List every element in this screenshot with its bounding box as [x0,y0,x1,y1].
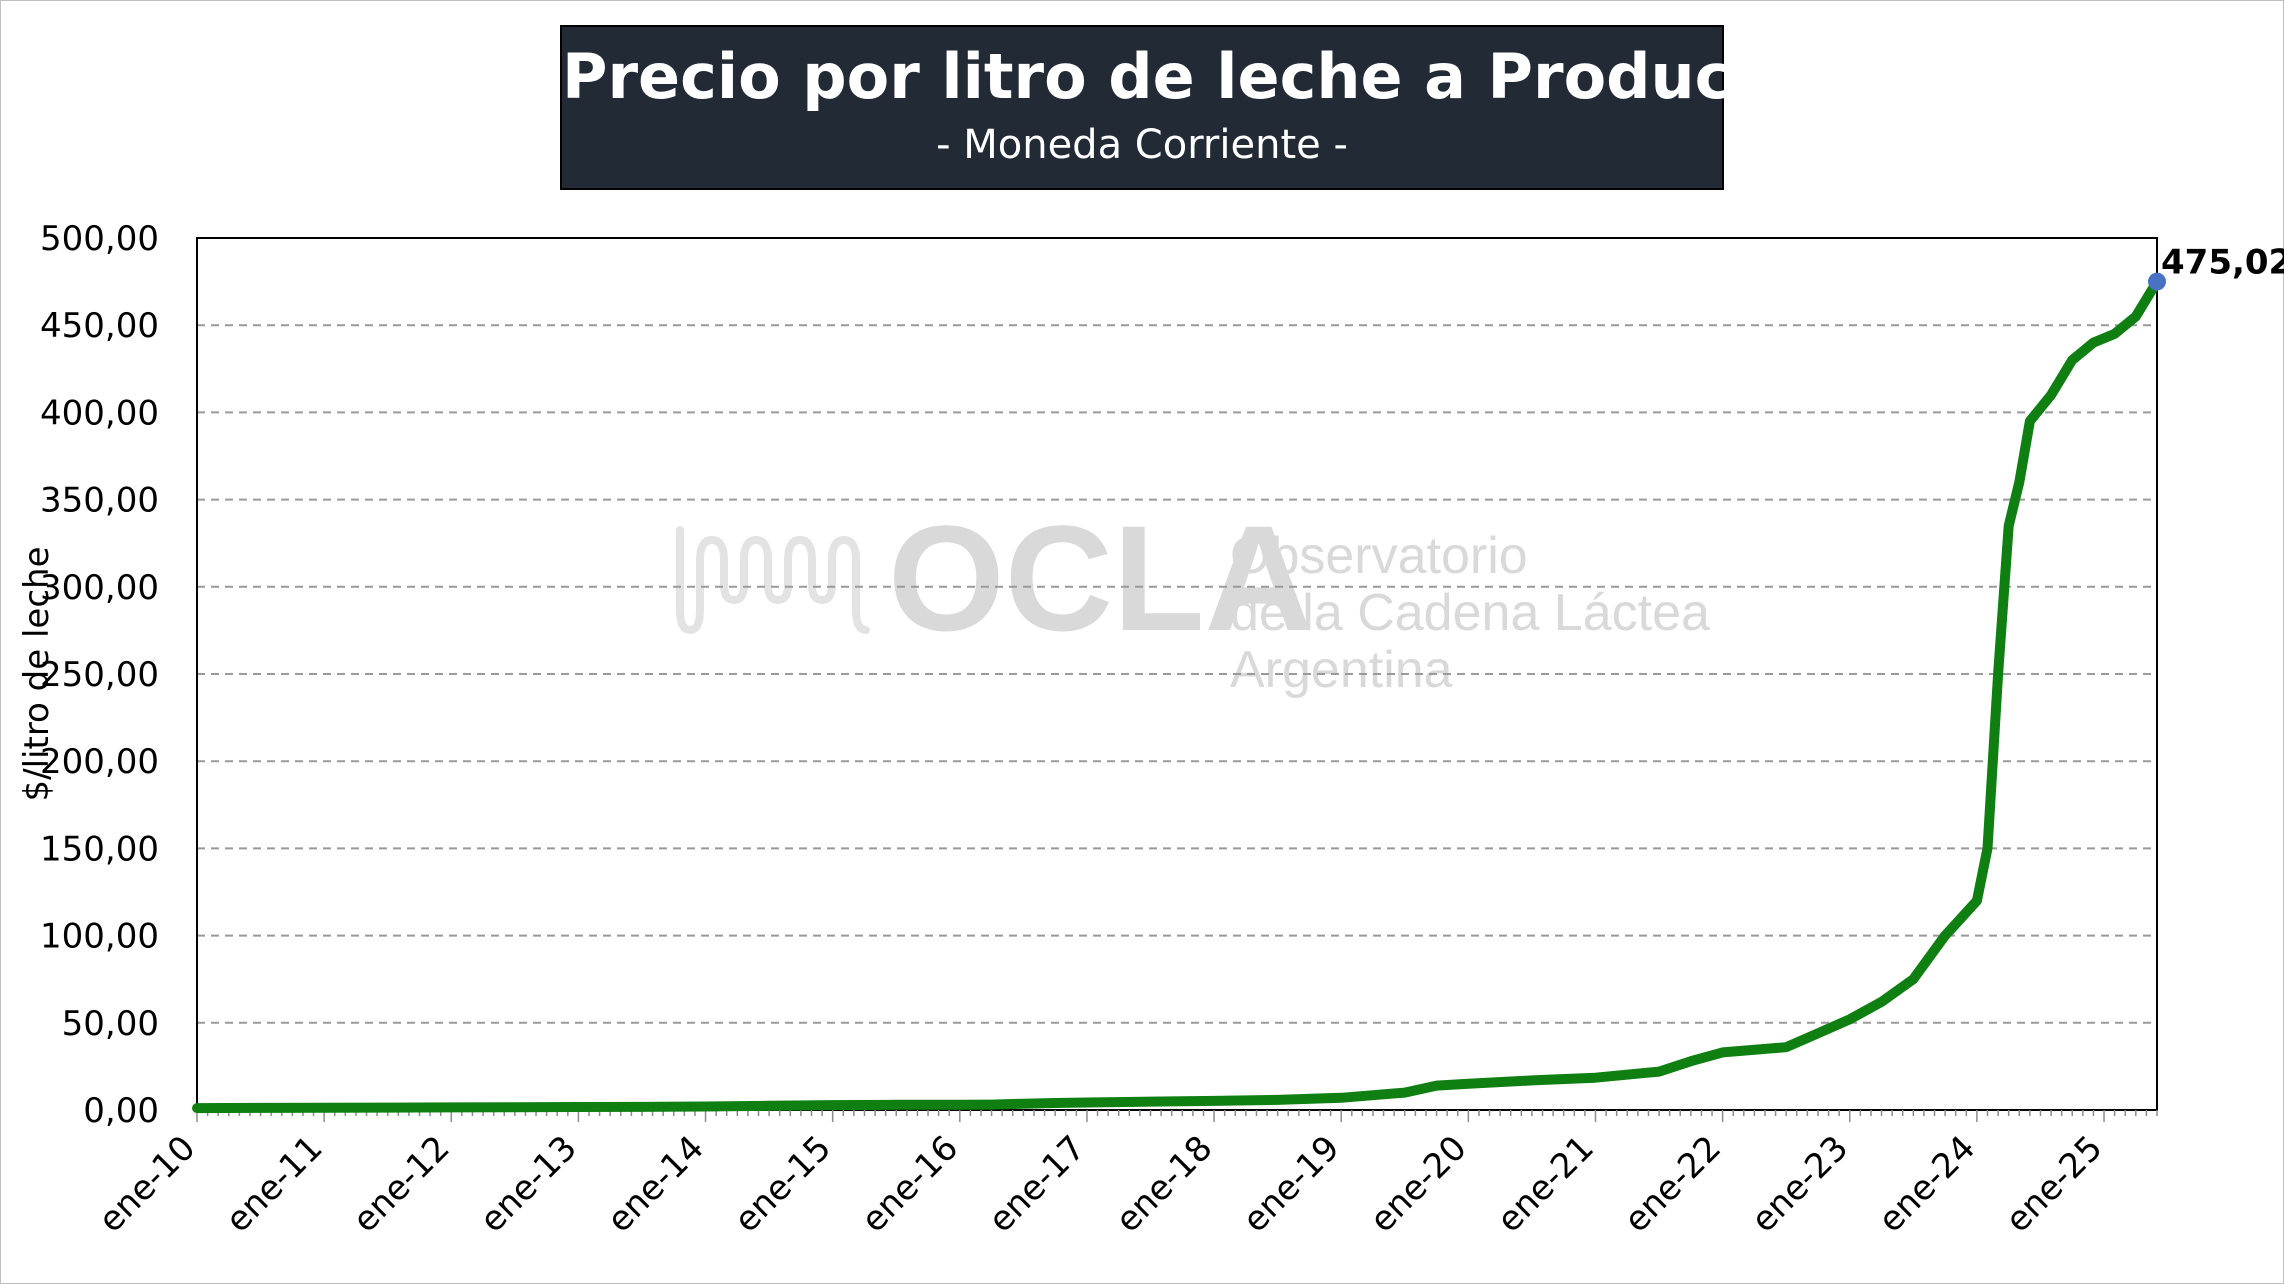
x-tick-label: ene-11 [218,1128,330,1240]
watermark-line2: de la Cadena Láctea [1230,584,1710,642]
y-axis: 0,00 50,00 100,00 150,00 200,00 250,00 300,00 3… [40,219,159,1131]
x-tick-label: ene-23 [1744,1128,1856,1240]
y-tick-label: 350,00 [40,481,159,521]
x-tick-label: ene-18 [1108,1128,1220,1240]
x-tick-label: ene-15 [727,1128,839,1240]
y-tick-label: 200,00 [40,742,159,782]
last-value-label: 475,02 [2161,243,2284,283]
ocla-watermark: OCLA Observatorio de la Cadena Láctea Ar… [676,494,1710,699]
series-line [192,276,2162,1114]
x-tick-label: ene-21 [1489,1128,1601,1240]
y-tick-label: 400,00 [40,393,159,433]
x-tick-label: ene-24 [1871,1128,1983,1240]
y-tick-label: 0,00 [83,1091,159,1131]
y-tick-label: 450,00 [40,306,159,346]
x-tick-label: ene-13 [472,1128,584,1240]
x-tick-label: ene-12 [345,1128,457,1240]
watermark-line3: Argentina [1230,641,1453,699]
y-tick-label: 500,00 [40,219,159,259]
x-tick-label: ene-17 [981,1128,1093,1240]
x-tick-label: ene-22 [1617,1128,1729,1240]
watermark-line1: Observatorio [1230,527,1528,585]
y-tick-label: 250,00 [40,655,159,695]
watermark-brand: OCLA [888,494,1313,662]
ocla-logo-icon [676,526,870,635]
y-tick-label: 300,00 [40,568,159,608]
chart-title: Precio por litro de leche a Productor [562,40,1835,113]
x-tick-label: ene-16 [854,1128,966,1240]
y-axis-label: $/litro de leche [17,547,57,802]
y-tick-label: 150,00 [40,829,159,869]
y-tick-label: 100,00 [40,917,159,957]
last-point-marker [2148,272,2166,291]
x-tick-label: ene-19 [1235,1128,1347,1240]
chart-subtitle: - Moneda Corriente - [936,122,1348,168]
x-axis: ene-10 ene-11 ene-12 ene-13 ene-14 ene-15 ene-… [91,1110,2158,1240]
title-box: Precio por litro de leche a Productor - … [560,25,1835,190]
x-tick-label: ene-25 [1998,1128,2110,1240]
x-tick-label: ene-14 [600,1128,712,1240]
x-tick-label: ene-20 [1362,1128,1474,1240]
y-tick-label: 50,00 [62,1004,159,1044]
x-tick-label: ene-10 [91,1128,203,1240]
plot-area [196,237,2158,1111]
